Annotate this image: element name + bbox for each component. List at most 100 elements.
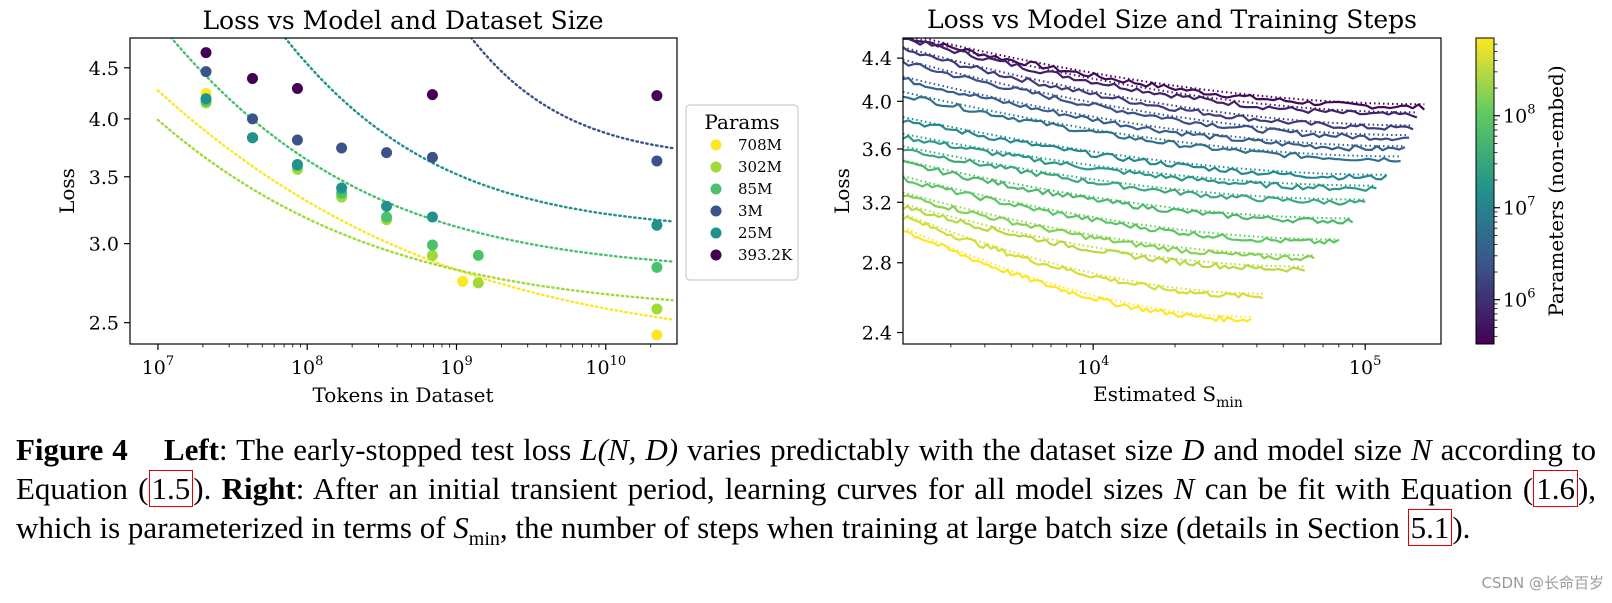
legend-label: 3M xyxy=(738,202,763,220)
colorbar: 106 107 108 Parameters (non-embed) xyxy=(1475,37,1568,345)
left-data-point xyxy=(381,211,393,223)
left-data-point xyxy=(426,211,438,223)
learning-curve xyxy=(903,204,1306,273)
left-y-tick-label: 4.0 xyxy=(89,109,119,131)
caption-right-text-4: , the number of steps when training at l… xyxy=(499,510,1408,545)
learning-curve xyxy=(903,60,1410,142)
left-chart: Loss vs Model and Dataset Size 107 108 109… xyxy=(55,6,678,407)
legend-label: 708M xyxy=(738,136,782,154)
caption-math-n-2: N xyxy=(1173,471,1195,506)
right-x-tick-label: 104 xyxy=(1077,354,1109,379)
learning-curve-fit xyxy=(903,116,1387,176)
figure-caption: Figure 4 Left: The early-stopped test lo… xyxy=(16,430,1596,559)
learning-curve-fit xyxy=(903,159,1353,220)
left-x-tick-label: 108 xyxy=(291,354,323,379)
learning-curve-fit xyxy=(909,38,1417,114)
left-data-point xyxy=(381,147,393,159)
left-chart-title: Loss vs Model and Dataset Size xyxy=(202,6,603,35)
right-x-tick-label: 105 xyxy=(1349,354,1381,379)
caption-math-s: S xyxy=(453,510,469,545)
section-link-5-1[interactable]: 5.1 xyxy=(1407,509,1453,546)
learning-curve-fit xyxy=(903,213,1263,295)
colorbar-ticks: 106 107 108 xyxy=(1494,43,1535,337)
learning-curve xyxy=(903,159,1354,225)
watermark: CSDN @长命百岁️ xyxy=(1481,574,1604,592)
caption-left-text-3: and model size xyxy=(1204,432,1411,467)
learning-curve xyxy=(903,77,1406,152)
right-x-axis-label-subscript: min xyxy=(1216,395,1243,411)
left-data-point xyxy=(426,89,438,101)
caption-right-text-2: can be fit with Equation ( xyxy=(1194,471,1534,506)
right-y-tick-label: 2.4 xyxy=(862,323,892,345)
right-y-tick-label: 4.0 xyxy=(862,91,892,113)
right-y-tick-label: 3.6 xyxy=(862,139,892,161)
caption-left-text-4: according to Equation ( xyxy=(16,432,1597,506)
right-plot-frame xyxy=(902,37,1442,345)
legend-label: 302M xyxy=(738,158,782,176)
legend: Params 708M 302M 85M 3M 25M 393.2K xyxy=(685,104,799,281)
left-data-point xyxy=(336,142,348,154)
caption-left-text-2: varies predictably with the dataset size xyxy=(678,432,1182,467)
left-data-point xyxy=(291,159,303,171)
left-data-point xyxy=(651,155,663,167)
right-x-ticks: 104 105 xyxy=(950,344,1381,379)
left-data-point xyxy=(336,182,348,194)
left-y-ticks: 2.5 3.0 3.5 4.0 4.5 xyxy=(89,58,130,335)
left-x-axis-label: Tokens in Dataset xyxy=(313,383,494,407)
left-fit-line xyxy=(156,89,674,321)
caption-right-text-5: ). xyxy=(1452,510,1471,545)
caption-left-label: Left xyxy=(163,432,219,467)
learning-curve xyxy=(903,148,1366,206)
left-data-point xyxy=(246,132,258,144)
right-chart-title: Loss vs Model Size and Training Steps xyxy=(927,5,1417,34)
legend-label: 25M xyxy=(738,224,772,242)
learning-curve xyxy=(903,95,1401,163)
left-y-tick-label: 3.0 xyxy=(89,234,119,256)
learning-curve xyxy=(907,38,1426,111)
learning-curve xyxy=(903,119,1388,181)
equation-link-1-5[interactable]: 1.5 xyxy=(148,470,194,507)
caption-math-s-subscript: min xyxy=(468,528,500,551)
legend-marker xyxy=(710,161,722,173)
left-data-point xyxy=(426,239,438,251)
left-fit-line xyxy=(169,38,674,263)
equation-link-1-6[interactable]: 1.6 xyxy=(1533,470,1578,507)
right-y-tick-label: 4.4 xyxy=(862,48,892,70)
caption-figure-label: Figure 4 xyxy=(16,432,128,467)
learning-curve xyxy=(903,215,1264,300)
left-fit-line xyxy=(156,118,674,302)
learning-curve xyxy=(903,175,1340,245)
learning-curve-fit xyxy=(903,75,1405,148)
right-y-axis-label: Loss xyxy=(830,168,854,214)
left-data-point xyxy=(472,249,484,261)
left-data-point xyxy=(651,219,663,231)
colorbar-gradient xyxy=(1475,37,1495,345)
left-data-point xyxy=(651,303,663,315)
learning-curve-fit xyxy=(903,132,1377,187)
left-data-point xyxy=(200,66,212,78)
left-data-point xyxy=(381,200,393,212)
right-learning-curves xyxy=(903,38,1426,323)
right-y-ticks: 2.4 2.8 3.2 3.6 4.0 4.4 xyxy=(862,48,903,345)
right-chart: Loss vs Model Size and Training Steps 10… xyxy=(830,5,1442,411)
learning-curve xyxy=(903,46,1414,131)
left-x-tick-label: 1010 xyxy=(585,354,626,379)
left-data-point xyxy=(246,73,258,85)
learning-curve-fit xyxy=(903,46,1414,127)
legend-marker xyxy=(710,139,722,151)
legend-label: 85M xyxy=(738,180,772,198)
learning-curve-fit xyxy=(903,145,1366,201)
caption-right-text: : After an initial transient period, lea… xyxy=(295,471,1174,506)
left-data-point xyxy=(457,275,469,287)
learning-curve-fit xyxy=(918,38,1425,106)
right-y-tick-label: 3.2 xyxy=(862,192,892,214)
legend-title: Params xyxy=(704,110,779,134)
left-fit-lines xyxy=(156,38,674,321)
left-data-point xyxy=(651,90,663,102)
left-data-point xyxy=(200,93,212,105)
left-y-tick-label: 4.5 xyxy=(89,58,119,80)
learning-curve xyxy=(903,194,1315,262)
legend-entries: 708M 302M 85M 3M 25M 393.2K xyxy=(710,136,793,264)
legend-marker xyxy=(710,183,722,195)
left-data-point xyxy=(246,113,258,125)
